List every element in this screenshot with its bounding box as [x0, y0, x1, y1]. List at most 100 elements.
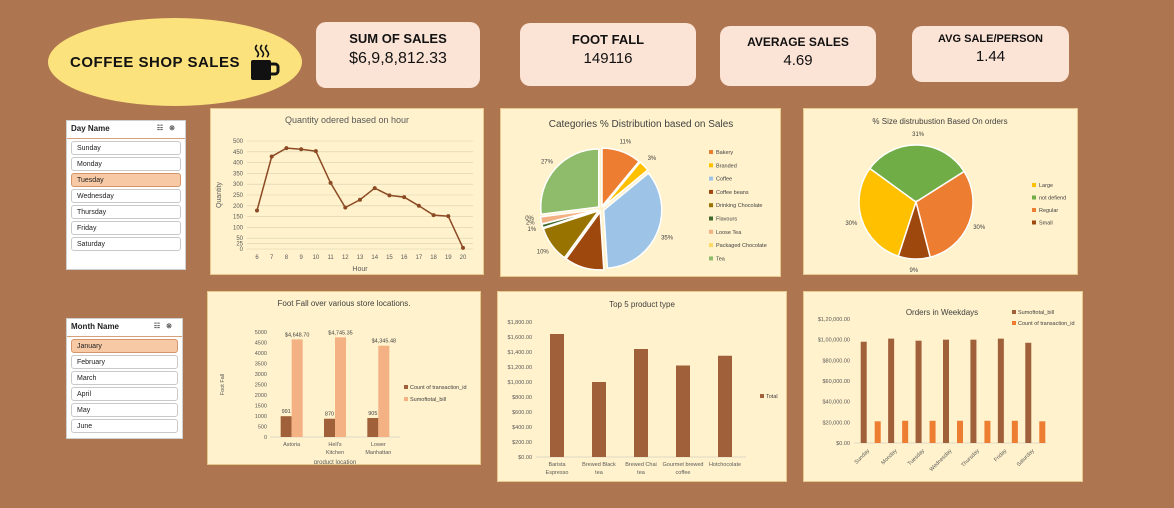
legend-swatch: [709, 243, 713, 248]
legend-swatch: [1032, 208, 1036, 212]
y-tick-label: 150: [233, 215, 244, 221]
slicer-item-june[interactable]: June: [71, 419, 178, 433]
y-tick-label: $1,800.00: [508, 320, 532, 326]
bar: [676, 365, 690, 457]
y-tick-label: 2500: [255, 383, 267, 389]
kpi-foot-fall: FOOT FALL 149116: [520, 23, 696, 86]
y-tick-label: 200: [233, 204, 244, 210]
x-tick-label: 12: [342, 255, 349, 261]
y-tick-label: 2000: [255, 393, 267, 399]
legend-label: Sumoftotal_bill: [1018, 310, 1054, 316]
data-point: [299, 147, 304, 152]
bar: [1039, 421, 1046, 443]
x-tick-label: coffee: [676, 470, 691, 476]
y-tick-label: $600.00: [512, 410, 532, 416]
clear-filter-icon[interactable]: ⊗: [166, 323, 178, 330]
data-point: [387, 193, 392, 198]
pie-chart: % Size distrubustion Based On orders 30% 3…: [845, 117, 1066, 274]
y-tick-label: $0.00: [518, 455, 532, 461]
chart-categories-distribution: Categories % Distribution based on Sales…: [500, 108, 781, 277]
bar: [970, 339, 977, 443]
y-tick-label: 3500: [255, 362, 267, 368]
legend-label: Count of transaction_id: [1018, 321, 1075, 327]
slicer-item-april[interactable]: April: [71, 387, 178, 401]
pie-slice: [539, 208, 599, 225]
legend-swatch: [709, 176, 713, 181]
slicer-header: Day Name ☷⊗: [67, 121, 185, 139]
slicer-item-thursday[interactable]: Thursday: [71, 205, 181, 219]
bar: [984, 420, 991, 443]
chart-top5-product-type: Top 5 product type $0.00 $200.00 $400.00 $60…: [497, 291, 787, 482]
legend-swatch: [709, 189, 713, 194]
kpi-average-sales: AVERAGE SALES 4.69: [720, 26, 876, 86]
slicer-item-saturday[interactable]: Saturday: [71, 237, 181, 251]
legend-swatch: [709, 163, 713, 168]
clear-filter-icon[interactable]: ⊗: [169, 125, 181, 132]
slicer-item-sunday[interactable]: Sunday: [71, 141, 181, 155]
x-tick-label: Hell's: [328, 442, 342, 448]
bar: [957, 420, 963, 443]
y-tick-label: 1000: [255, 414, 267, 420]
y-tick-label: 350: [233, 171, 244, 177]
legend-swatch: [709, 256, 713, 261]
day-name-slicer: Day Name ☷⊗ Sunday Monday Tuesday Wednesday…: [66, 120, 186, 270]
multi-select-icon[interactable]: ☷: [156, 125, 170, 132]
data-label: 991: [282, 409, 291, 415]
kpi-value: 149116: [583, 50, 633, 67]
slicer-item-monday[interactable]: Monday: [71, 157, 181, 171]
legend-label: Branded: [716, 163, 737, 169]
kpi-label: AVG SALE/PERSON: [938, 33, 1043, 45]
slicer-item-february[interactable]: February: [71, 355, 178, 369]
slicer-item-january[interactable]: January: [71, 339, 178, 353]
bar: [915, 340, 922, 443]
slicer-item-tuesday[interactable]: Tuesday: [71, 173, 181, 187]
multi-select-icon[interactable]: ☷: [153, 323, 167, 330]
slicer-item-wednesday[interactable]: Wednesday: [71, 189, 181, 203]
slice-label: 3%: [648, 156, 657, 162]
coffee-cup-icon: [250, 44, 280, 80]
slice-label: 10%: [537, 249, 550, 255]
kpi-value: $6,9,8,812.33: [349, 50, 447, 67]
bar: [1011, 420, 1018, 443]
slicer-item-friday[interactable]: Friday: [71, 221, 181, 235]
legend-label: Tea: [716, 256, 726, 262]
legend-label: Loose Tea: [716, 230, 742, 236]
bar: [888, 338, 895, 443]
y-tick-label: $200.00: [512, 440, 532, 446]
chart-title: Quantity odered based on hour: [285, 115, 409, 125]
slicer-item-march[interactable]: March: [71, 371, 178, 385]
x-tick-label: tea: [637, 470, 646, 476]
legend-label: Flavours: [716, 217, 737, 223]
slicer-item-may[interactable]: May: [71, 403, 178, 417]
x-tick-label: Brewed Chai: [625, 462, 657, 468]
legend-label: Sumoftotal_bill: [410, 397, 446, 403]
legend-swatch: [1032, 220, 1036, 225]
x-tick-label: Tuesday: [907, 448, 926, 467]
data-point: [461, 245, 465, 250]
slice-label: 1%: [528, 227, 537, 233]
legend-swatch: [1032, 195, 1036, 200]
legend-label: Drinking Chocolate: [716, 203, 762, 209]
y-tick-label: $1,20,000.00: [818, 317, 850, 323]
pie-slice: [601, 147, 641, 209]
slicer-title: Month Name: [71, 322, 119, 331]
chart-title: % Size distrubustion Based On orders: [872, 117, 1007, 126]
data-point: [269, 154, 274, 159]
y-tick-label: 300: [233, 182, 244, 188]
bar: [718, 355, 732, 457]
legend-label: Large: [1039, 183, 1053, 189]
x-tick-label: tea: [595, 470, 604, 476]
y-tick-label: 250: [233, 193, 244, 199]
x-tick-label: Astoria: [283, 442, 301, 448]
legend-label: Coffee beans: [716, 190, 749, 196]
bar-chart: Orders in Weekdays $0.00 $20,000.00 $40,000…: [818, 308, 1075, 473]
pie-slice: [602, 161, 649, 208]
month-name-slicer: Month Name ☷⊗ January February March April M…: [66, 318, 183, 439]
chart-title: Categories % Distribution based on Sales: [549, 119, 734, 130]
legend-label: Total: [766, 394, 778, 400]
y-tick-label: 5000: [255, 330, 267, 336]
legend-label: Small: [1039, 221, 1053, 227]
bar: [1025, 342, 1032, 443]
slice-label: 31%: [912, 132, 925, 138]
bar: [291, 339, 303, 437]
